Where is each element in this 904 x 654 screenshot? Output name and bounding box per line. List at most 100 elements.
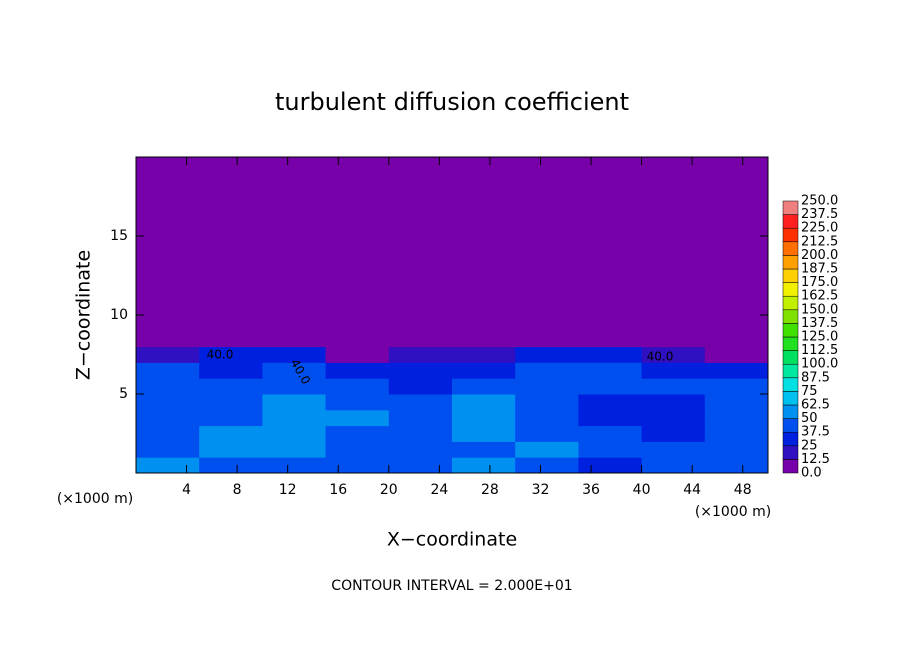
colorbar-swatch: [782, 336, 799, 351]
heat-cell: [578, 394, 643, 411]
heat-cell: [136, 157, 200, 348]
heat-cell: [641, 157, 706, 348]
colorbar-swatch: [782, 445, 799, 460]
colorbar-label: 37.5: [801, 425, 830, 440]
heat-cell: [515, 362, 579, 379]
heat-cell: [325, 362, 390, 379]
heat-cell: [388, 409, 453, 427]
colorbar-swatch: [782, 282, 799, 297]
colorbar-label: 100.0: [801, 357, 838, 372]
colorbar-label: 125.0: [801, 330, 838, 345]
heat-cell: [641, 378, 706, 395]
heat-cell: [452, 425, 516, 442]
heat-cell: [325, 425, 390, 442]
heat-cell: [325, 157, 390, 348]
colorbar-swatch: [782, 309, 799, 324]
x-unit-label: (×1000 m): [695, 504, 771, 520]
colorbar-label: 212.5: [801, 234, 838, 249]
heat-cell: [199, 457, 263, 474]
x-tick-label: 48: [734, 482, 752, 498]
heat-cell: [578, 425, 643, 442]
heat-cell: [704, 346, 769, 363]
heat-cell: [325, 378, 390, 395]
x-tick-label: 24: [430, 482, 448, 498]
heat-cell: [388, 441, 453, 458]
x-tick-label: 36: [582, 482, 600, 498]
colorbar-swatch: [782, 323, 799, 338]
heat-cell: [388, 362, 453, 379]
heat-cell: [325, 457, 390, 474]
heat-cell: [452, 378, 516, 395]
colorbar-swatch: [782, 391, 799, 406]
heat-cell: [199, 425, 263, 442]
x-tick-label: 40: [633, 482, 651, 498]
heat-cell: [578, 378, 643, 395]
contour-label: 40.0: [647, 350, 674, 364]
heat-cell: [641, 409, 706, 427]
x-tick-label: 4: [182, 482, 191, 498]
heat-cell: [515, 425, 579, 442]
heat-cell: [704, 394, 769, 411]
heat-cell: [641, 394, 706, 411]
colorbar-label: 200.0: [801, 248, 838, 263]
colorbar-label: 12.5: [801, 452, 830, 467]
heat-cell: [199, 378, 263, 395]
heat-cell: [199, 441, 263, 458]
colorbar-label: 175.0: [801, 275, 838, 290]
heat-cell: [262, 346, 327, 363]
colorbar-label: 187.5: [801, 262, 838, 277]
heat-cell: [325, 346, 390, 363]
heat-cell: [578, 362, 643, 379]
colorbar-swatch: [782, 404, 799, 419]
heat-cell: [136, 394, 200, 411]
colorbar-swatch: [782, 268, 799, 283]
colorbar-swatch: [782, 431, 799, 447]
heat-cell: [515, 378, 579, 395]
heat-cell: [704, 409, 769, 427]
x-tick-label: 16: [329, 482, 347, 498]
heat-cell: [578, 157, 643, 348]
colorbar-swatch: [782, 295, 799, 311]
heat-cell: [452, 441, 516, 458]
chart-title: turbulent diffusion coefficient: [275, 88, 629, 116]
x-tick-label: 20: [380, 482, 398, 498]
heat-cell: [641, 362, 706, 379]
heat-cell: [452, 409, 516, 427]
heat-cell: [262, 409, 327, 427]
footer-note: CONTOUR INTERVAL = 2.000E+01: [331, 578, 572, 594]
heat-cell: [704, 425, 769, 442]
heat-cell: [262, 157, 327, 348]
heat-cell: [136, 409, 200, 427]
heat-cell: [704, 157, 769, 348]
x-tick-label: 12: [279, 482, 297, 498]
heat-cell: [199, 157, 263, 348]
heat-cell: [262, 425, 327, 442]
heat-cell: [704, 362, 769, 379]
colorbar-label: 225.0: [801, 221, 838, 236]
heat-cell: [515, 409, 579, 427]
heat-cell: [136, 425, 200, 442]
colorbar-label: 237.5: [801, 207, 838, 222]
heat-cell: [515, 394, 579, 411]
heat-cell: [515, 346, 579, 363]
colorbar-swatch: [782, 214, 799, 229]
x-tick-label: 28: [481, 482, 499, 498]
colorbar-swatch: [782, 363, 799, 379]
heat-cell: [388, 157, 453, 348]
heat-cell: [515, 441, 579, 458]
colorbar-label: 75: [801, 384, 818, 399]
heat-cell: [199, 346, 263, 363]
heat-cell: [199, 394, 263, 411]
heat-cell: [641, 457, 706, 474]
colorbar-swatch: [782, 418, 799, 433]
heat-cell: [704, 457, 769, 474]
x-tick-label: 8: [233, 482, 242, 498]
colorbar-swatch: [782, 350, 799, 365]
colorbar-swatch: [782, 377, 799, 392]
heat-cell: [578, 346, 643, 363]
heat-cell: [262, 394, 327, 411]
heat-cell: [136, 441, 200, 458]
x-tick-label: 32: [532, 482, 550, 498]
colorbar-label: 62.5: [801, 398, 830, 413]
